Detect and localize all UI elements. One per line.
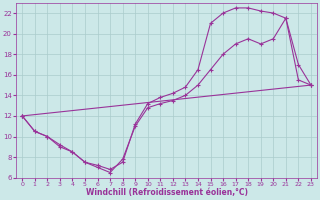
X-axis label: Windchill (Refroidissement éolien,°C): Windchill (Refroidissement éolien,°C) xyxy=(85,188,248,197)
